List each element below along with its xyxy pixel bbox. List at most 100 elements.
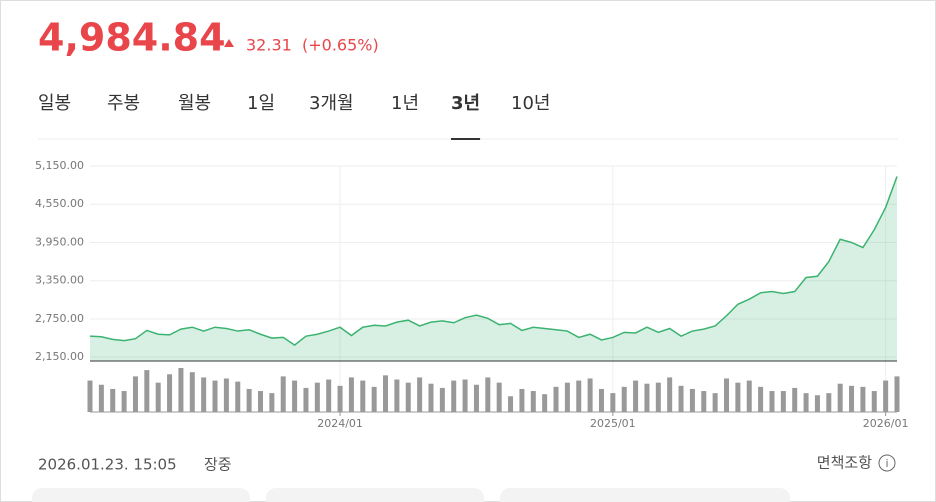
volume-bar	[394, 379, 400, 412]
volume-bar	[735, 382, 741, 412]
volume-bar	[257, 391, 263, 412]
volume-bar	[826, 393, 832, 412]
tab[interactable]: 1일	[247, 93, 275, 114]
change: 32.31	[246, 36, 292, 55]
volume-bar	[473, 384, 479, 412]
volume-bar	[598, 388, 604, 412]
volume-bar	[223, 378, 229, 412]
volume-bar	[496, 382, 502, 412]
volume-bar	[621, 386, 627, 412]
tab[interactable]: 월봉	[178, 93, 211, 114]
y-tick-label: 4,550.00	[35, 197, 84, 210]
change-percent: (+0.65%)	[302, 36, 379, 55]
volume-bar	[849, 385, 855, 412]
volume-bar	[576, 380, 582, 412]
volume-bar	[178, 368, 184, 412]
volume-bar	[451, 380, 457, 412]
volume-bar	[337, 385, 343, 412]
volume-bar	[712, 393, 718, 412]
volume-bar	[644, 383, 650, 412]
market-status: 장중	[204, 456, 232, 474]
card[interactable]	[32, 488, 250, 502]
volume-bar	[792, 387, 798, 412]
volume-bar	[189, 372, 195, 412]
x-tick-label: 2024/01	[317, 417, 363, 430]
volume-bar	[303, 387, 309, 412]
price-line	[89, 176, 898, 346]
volume-bar	[155, 382, 161, 412]
volume-bar	[860, 386, 866, 412]
volume-bar	[814, 395, 820, 412]
volume-bar	[871, 391, 877, 412]
volume-bar	[167, 374, 173, 412]
volume-bar	[439, 387, 445, 412]
volume-bar	[542, 394, 548, 412]
card[interactable]	[500, 488, 790, 502]
volume-bar	[348, 377, 354, 412]
volume-bar	[724, 378, 730, 412]
volume-bar	[655, 382, 661, 412]
volume-bar	[87, 380, 93, 412]
volume-bar	[269, 393, 275, 412]
price-area	[90, 176, 897, 361]
volume-bar	[883, 380, 889, 412]
tab[interactable]: 1년	[391, 93, 419, 114]
tab[interactable]: 10년	[511, 93, 550, 114]
volume-bar	[98, 384, 104, 412]
volume-bar	[314, 382, 320, 412]
info-icon-glyph: i	[885, 457, 888, 470]
volume-bar	[769, 391, 775, 412]
volume-bar	[803, 393, 809, 412]
volume-bar	[587, 378, 593, 412]
volume-bar	[667, 377, 673, 412]
volume-bar	[610, 393, 616, 412]
volume-bar	[383, 375, 389, 412]
volume-bar	[894, 376, 900, 412]
volume-bar	[405, 382, 411, 412]
volume-bar	[201, 377, 207, 412]
volume-bar	[553, 386, 559, 412]
volume-bar	[360, 380, 366, 412]
volume-bar	[417, 377, 423, 412]
volume-bar	[780, 391, 786, 412]
x-tick-label: 2025/01	[590, 417, 636, 430]
volume-bar	[235, 381, 241, 412]
volume-bar	[280, 376, 286, 412]
tab[interactable]: 3년	[451, 93, 480, 114]
y-tick-label: 3,350.00	[35, 274, 84, 287]
y-tick-label: 3,950.00	[35, 235, 84, 248]
volume-bar	[678, 385, 684, 412]
volume-bar	[212, 380, 218, 412]
volume-bar	[530, 391, 536, 412]
tab[interactable]: 일봉	[38, 93, 71, 114]
y-tick-label: 2,750.00	[35, 312, 84, 325]
tab[interactable]: 3개월	[309, 93, 354, 114]
volume-bar	[371, 386, 377, 412]
volume-bar	[689, 388, 695, 412]
disclaimer[interactable]: 면책조항	[817, 454, 872, 472]
volume-bar	[701, 391, 707, 412]
volume-bar	[837, 383, 843, 412]
volume-bar	[428, 383, 434, 412]
volume-bar	[485, 377, 491, 412]
up-arrow	[224, 39, 234, 47]
tab[interactable]: 주봉	[107, 93, 140, 114]
y-tick-label: 2,150.00	[35, 350, 84, 363]
volume-bar	[246, 388, 252, 412]
volume-bar	[746, 380, 752, 412]
volume-bar	[508, 396, 514, 412]
volume-bar	[462, 379, 468, 412]
volume-bar	[132, 376, 138, 412]
y-tick-label: 5,150.00	[35, 159, 84, 172]
info-icon[interactable]	[878, 454, 896, 472]
volume-bar	[121, 391, 127, 412]
timestamp: 2026.01.23. 15:05	[38, 456, 177, 474]
volume-bar	[758, 386, 764, 412]
card[interactable]	[266, 488, 484, 502]
price: 4,984.84	[38, 16, 226, 60]
volume-bar	[144, 370, 150, 412]
x-tick-label: 2026/01	[863, 417, 909, 430]
volume-bar	[633, 380, 639, 412]
volume-bar	[326, 379, 332, 412]
